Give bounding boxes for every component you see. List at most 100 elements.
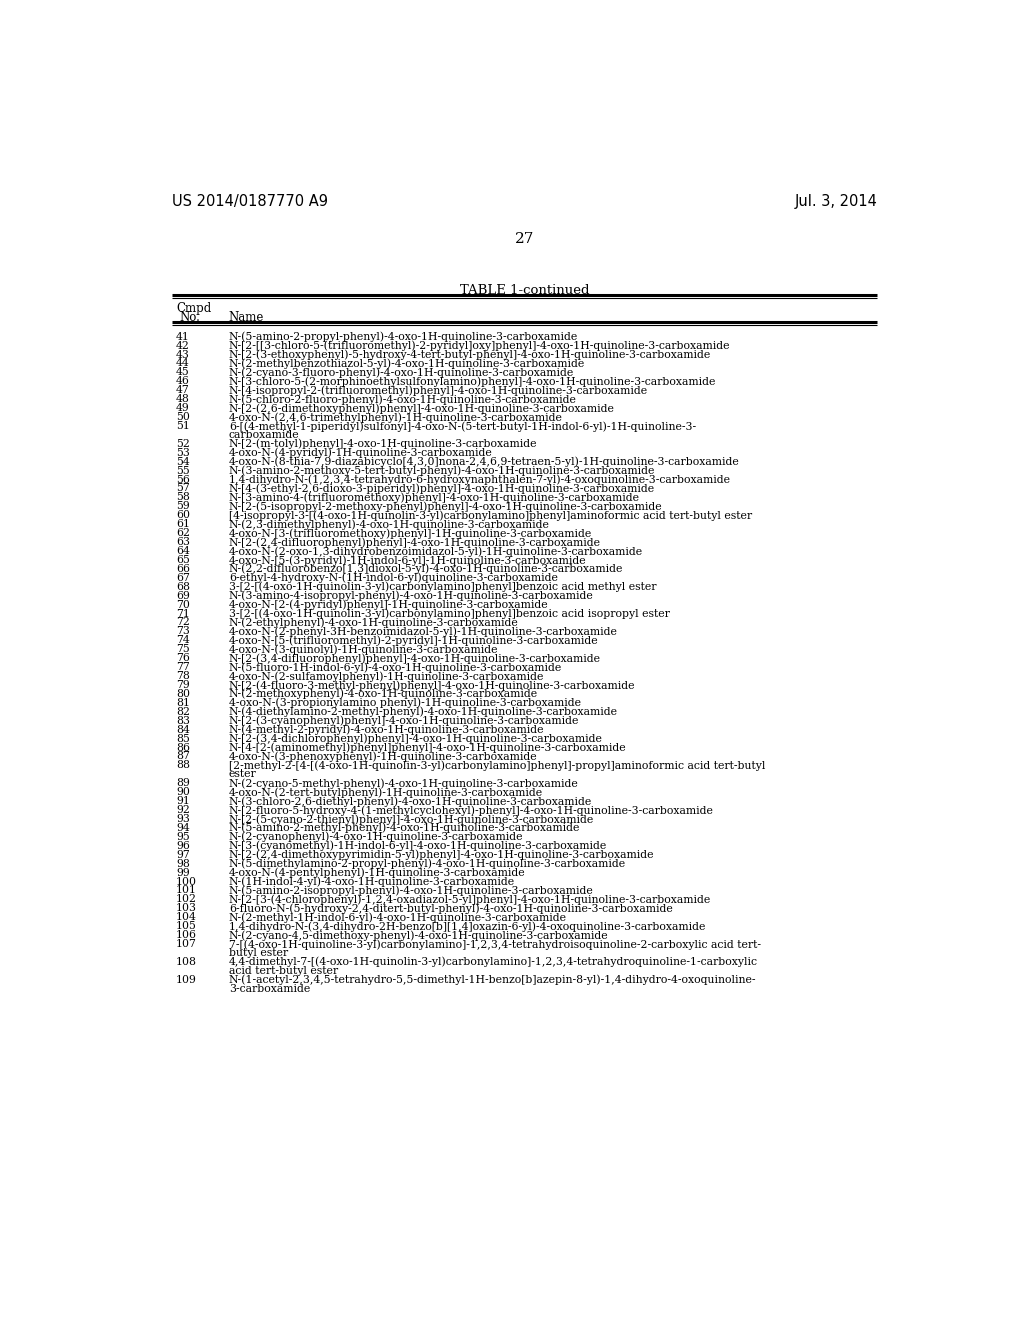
- Text: 4-oxo-N-(2,4,6-trimethylphenyl)-1H-quinoline-3-carboxamide: 4-oxo-N-(2,4,6-trimethylphenyl)-1H-quino…: [228, 412, 562, 422]
- Text: 100: 100: [176, 876, 197, 887]
- Text: N-[2-(5-cyano-2-thienyl)phenyl]-4-oxo-1H-quinoline-3-carboxamide: N-[2-(5-cyano-2-thienyl)phenyl]-4-oxo-1H…: [228, 814, 594, 825]
- Text: 4-oxo-N-(4-pyridyl)-1H-quinoline-3-carboxamide: 4-oxo-N-(4-pyridyl)-1H-quinoline-3-carbo…: [228, 447, 493, 458]
- Text: 3-carboxamide: 3-carboxamide: [228, 983, 310, 994]
- Text: N-[3-(cyanomethyl)-1H-indol-6-yl]-4-oxo-1H-quinoline-3-carboxamide: N-[3-(cyanomethyl)-1H-indol-6-yl]-4-oxo-…: [228, 841, 607, 851]
- Text: 104: 104: [176, 912, 197, 923]
- Text: 66: 66: [176, 564, 190, 574]
- Text: N-[3-amino-4-(trifluoromethoxy)phenyl]-4-oxo-1H-quinoline-3-carboxamide: N-[3-amino-4-(trifluoromethoxy)phenyl]-4…: [228, 492, 640, 503]
- Text: 4-oxo-N-[5-(3-pyridyl)-1H-indol-6-yl]-1H-quinoline-3-carboxamide: 4-oxo-N-[5-(3-pyridyl)-1H-indol-6-yl]-1H…: [228, 554, 587, 565]
- Text: 50: 50: [176, 412, 189, 422]
- Text: 4-oxo-N-(2-tert-butylphenyl)-1H-quinoline-3-carboxamide: 4-oxo-N-(2-tert-butylphenyl)-1H-quinolin…: [228, 787, 543, 797]
- Text: 41: 41: [176, 331, 189, 342]
- Text: 4-oxo-N-[5-(trifluoromethyl)-2-pyridyl]-1H-quinoline-3-carboxamide: 4-oxo-N-[5-(trifluoromethyl)-2-pyridyl]-…: [228, 635, 598, 645]
- Text: carboxamide: carboxamide: [228, 430, 299, 440]
- Text: 51: 51: [176, 421, 189, 430]
- Text: 67: 67: [176, 573, 189, 583]
- Text: 85: 85: [176, 734, 189, 743]
- Text: N-[2-(2,6-dimethoxyphenyl)phenyl]-4-oxo-1H-quinoline-3-carboxamide: N-[2-(2,6-dimethoxyphenyl)phenyl]-4-oxo-…: [228, 403, 614, 413]
- Text: 103: 103: [176, 903, 197, 913]
- Text: 60: 60: [176, 511, 190, 520]
- Text: butyl ester: butyl ester: [228, 948, 288, 958]
- Text: 27: 27: [515, 231, 535, 246]
- Text: N-(5-fluoro-1H-indol-6-yl)-4-oxo-1H-quinoline-3-carboxamide: N-(5-fluoro-1H-indol-6-yl)-4-oxo-1H-quin…: [228, 663, 562, 673]
- Text: N-(2,3-dimethylphenyl)-4-oxo-1H-quinoline-3-carboxamide: N-(2,3-dimethylphenyl)-4-oxo-1H-quinolin…: [228, 519, 550, 529]
- Text: 59: 59: [176, 502, 189, 511]
- Text: 89: 89: [176, 779, 189, 788]
- Text: 4-oxo-N-[2-(4-pyridyl)phenyl]-1H-quinoline-3-carboxamide: 4-oxo-N-[2-(4-pyridyl)phenyl]-1H-quinoli…: [228, 599, 549, 610]
- Text: 102: 102: [176, 895, 197, 904]
- Text: 3-[2-[(4-oxo-1H-quinolin-3-yl)carbonylamino]phenyl]benzoic acid methyl ester: 3-[2-[(4-oxo-1H-quinolin-3-yl)carbonylam…: [228, 582, 656, 593]
- Text: 63: 63: [176, 537, 190, 546]
- Text: 68: 68: [176, 582, 190, 591]
- Text: ester: ester: [228, 770, 256, 779]
- Text: 48: 48: [176, 395, 189, 404]
- Text: N-[3-chloro-5-(2-morphinoethylsulfonylamino)phenyl]-4-oxo-1H-quinoline-3-carboxa: N-[3-chloro-5-(2-morphinoethylsulfonylam…: [228, 376, 716, 387]
- Text: 75: 75: [176, 644, 189, 655]
- Text: 83: 83: [176, 715, 190, 726]
- Text: 88: 88: [176, 760, 190, 771]
- Text: 101: 101: [176, 886, 197, 895]
- Text: acid tert-butyl ester: acid tert-butyl ester: [228, 966, 338, 975]
- Text: N-(4-methyl-2-pyridyl)-4-oxo-1H-quinoline-3-carboxamide: N-(4-methyl-2-pyridyl)-4-oxo-1H-quinolin…: [228, 725, 544, 735]
- Text: N-(5-amino-2-methyl-phenyl)-4-oxo-1H-quinoline-3-carboxamide: N-(5-amino-2-methyl-phenyl)-4-oxo-1H-qui…: [228, 822, 581, 833]
- Text: N-[2-(5-isopropyl-2-methoxy-phenyl)phenyl]-4-oxo-1H-quinoline-3-carboxamide: N-[2-(5-isopropyl-2-methoxy-phenyl)pheny…: [228, 502, 663, 512]
- Text: 69: 69: [176, 590, 189, 601]
- Text: N-(2-cyano-5-methyl-phenyl)-4-oxo-1H-quinoline-3-carboxamide: N-(2-cyano-5-methyl-phenyl)-4-oxo-1H-qui…: [228, 779, 579, 789]
- Text: 94: 94: [176, 822, 189, 833]
- Text: 7-[(4-oxo-1H-quinoline-3-yl)carbonylamino]-1,2,3,4-tetrahydroisoquinoline-2-carb: 7-[(4-oxo-1H-quinoline-3-yl)carbonylamin…: [228, 939, 761, 949]
- Text: N-[4-(3-ethyl-2,6-dioxo-3-piperidyl)phenyl]-4-oxo-1H-quinoline-3-carboxamide: N-[4-(3-ethyl-2,6-dioxo-3-piperidyl)phen…: [228, 483, 655, 494]
- Text: N-(2-cyano-3-fluoro-phenyl)-4-oxo-1H-quinoline-3-carboxamide: N-(2-cyano-3-fluoro-phenyl)-4-oxo-1H-qui…: [228, 367, 574, 378]
- Text: N-(2-cyano-4,5-dimethoxy-phenyl)-4-oxo-1H-quinoline-3-carboxamide: N-(2-cyano-4,5-dimethoxy-phenyl)-4-oxo-1…: [228, 931, 608, 941]
- Text: 87: 87: [176, 751, 189, 762]
- Text: 3-[2-[(4-oxo-1H-quinolin-3-yl)carbonylamino]phenyl]benzoic acid isopropyl ester: 3-[2-[(4-oxo-1H-quinolin-3-yl)carbonylam…: [228, 609, 670, 619]
- Text: 4-oxo-N-(3-propionylamino phenyl)-1H-quinoline-3-carboxamide: 4-oxo-N-(3-propionylamino phenyl)-1H-qui…: [228, 698, 581, 709]
- Text: N-(5-dimethylamino-2-propyl-phenyl)-4-oxo-1H-quinoline-3-carboxamide: N-(5-dimethylamino-2-propyl-phenyl)-4-ox…: [228, 858, 626, 869]
- Text: No.: No.: [179, 312, 200, 323]
- Text: 91: 91: [176, 796, 189, 807]
- Text: [4-isopropyl-3-[(4-oxo-1H-quinolin-3-yl)carbonylamino]phenyl]aminoformic acid te: [4-isopropyl-3-[(4-oxo-1H-quinolin-3-yl)…: [228, 511, 752, 521]
- Text: 4,4-dimethyl-7-[(4-oxo-1H-quinolin-3-yl)carbonylamino]-1,2,3,4-tetrahydroquinoli: 4,4-dimethyl-7-[(4-oxo-1H-quinolin-3-yl)…: [228, 957, 758, 968]
- Text: N-(3-amino-4-isopropyl-phenyl)-4-oxo-1H-quinoline-3-carboxamide: N-(3-amino-4-isopropyl-phenyl)-4-oxo-1H-…: [228, 590, 594, 601]
- Text: [2-methyl-2-[4-[(4-oxo-1H-quinolin-3-yl)carbonylamino]phenyl]-propyl]aminoformic: [2-methyl-2-[4-[(4-oxo-1H-quinolin-3-yl)…: [228, 760, 765, 771]
- Text: N-[2-(3,4-dichlorophenyl)phenyl]-4-oxo-1H-quinoline-3-carboxamide: N-[2-(3,4-dichlorophenyl)phenyl]-4-oxo-1…: [228, 734, 603, 744]
- Text: 56: 56: [176, 475, 189, 484]
- Text: 70: 70: [176, 599, 189, 610]
- Text: 98: 98: [176, 858, 189, 869]
- Text: 81: 81: [176, 698, 190, 708]
- Text: N-[2-(3-ethoxyphenyl)-5-hydroxy-4-tert-butyl-phenyl]-4-oxo-1H-quinoline-3-carbox: N-[2-(3-ethoxyphenyl)-5-hydroxy-4-tert-b…: [228, 350, 711, 360]
- Text: N-(2-ethylphenyl)-4-oxo-1H-quinoline-3-carboxamide: N-(2-ethylphenyl)-4-oxo-1H-quinoline-3-c…: [228, 618, 518, 628]
- Text: N-(1H-indol-4-yl)-4-oxo-1H-quinoline-3-carboxamide: N-(1H-indol-4-yl)-4-oxo-1H-quinoline-3-c…: [228, 876, 515, 887]
- Text: N-(2-methylbenzothiazol-5-yl)-4-oxo-1H-quinoline-3-carboxamide: N-(2-methylbenzothiazol-5-yl)-4-oxo-1H-q…: [228, 359, 585, 370]
- Text: 107: 107: [176, 939, 197, 949]
- Text: 99: 99: [176, 867, 189, 878]
- Text: 109: 109: [176, 974, 197, 985]
- Text: 4-oxo-N-(4-pentylphenyl)-1H-quinoline-3-carboxamide: 4-oxo-N-(4-pentylphenyl)-1H-quinoline-3-…: [228, 867, 525, 878]
- Text: N-[2-(4-fluoro-3-methyl-phenyl)phenyl]-4-oxo-1H-quinoline-3-carboxamide: N-[2-(4-fluoro-3-methyl-phenyl)phenyl]-4…: [228, 680, 635, 690]
- Text: 54: 54: [176, 457, 189, 467]
- Text: 74: 74: [176, 635, 189, 645]
- Text: N-[2-[[3-chloro-5-(trifluoromethyl)-2-pyridyl]oxy]phenyl]-4-oxo-1H-quinoline-3-c: N-[2-[[3-chloro-5-(trifluoromethyl)-2-py…: [228, 341, 730, 351]
- Text: N-(2-methoxyphenyl)-4-oxo-1H-quinoline-3-carboxamide: N-(2-methoxyphenyl)-4-oxo-1H-quinoline-3…: [228, 689, 538, 700]
- Text: 73: 73: [176, 627, 189, 636]
- Text: 47: 47: [176, 385, 189, 395]
- Text: 4-oxo-N-(2-oxo-1,3-dihydrobenzoimidazol-5-yl)-1H-quinoline-3-carboxamide: 4-oxo-N-(2-oxo-1,3-dihydrobenzoimidazol-…: [228, 546, 643, 557]
- Text: N-(5-amino-2-propyl-phenyl)-4-oxo-1H-quinoline-3-carboxamide: N-(5-amino-2-propyl-phenyl)-4-oxo-1H-qui…: [228, 331, 578, 342]
- Text: N-[2-(3-cyanophenyl)phenyl]-4-oxo-1H-quinoline-3-carboxamide: N-[2-(3-cyanophenyl)phenyl]-4-oxo-1H-qui…: [228, 715, 580, 726]
- Text: N-[2-(2,4-dimethoxypyrimidin-5-yl)phenyl]-4-oxo-1H-quinoline-3-carboxamide: N-[2-(2,4-dimethoxypyrimidin-5-yl)phenyl…: [228, 850, 654, 861]
- Text: 80: 80: [176, 689, 190, 698]
- Text: N-(1-acetyl-2,3,4,5-tetrahydro-5,5-dimethyl-1H-benzo[b]azepin-8-yl)-1,4-dihydro-: N-(1-acetyl-2,3,4,5-tetrahydro-5,5-dimet…: [228, 974, 757, 985]
- Text: Jul. 3, 2014: Jul. 3, 2014: [795, 194, 878, 209]
- Text: 6-[(4-methyl-1-piperidyl)sulfonyl]-4-oxo-N-(5-tert-butyl-1H-indol-6-yl)-1H-quino: 6-[(4-methyl-1-piperidyl)sulfonyl]-4-oxo…: [228, 421, 696, 432]
- Text: N-[4-[2-(aminomethyl)phenyl]phenyl]-4-oxo-1H-quinoline-3-carboxamide: N-[4-[2-(aminomethyl)phenyl]phenyl]-4-ox…: [228, 743, 627, 754]
- Text: N-[4-isopropyl-2-(trifluoromethyl)phenyl]-4-oxo-1H-quinoline-3-carboxamide: N-[4-isopropyl-2-(trifluoromethyl)phenyl…: [228, 385, 648, 396]
- Text: 82: 82: [176, 706, 190, 717]
- Text: 53: 53: [176, 447, 189, 458]
- Text: 93: 93: [176, 814, 189, 824]
- Text: 4-oxo-N-[3-(trifluoromethoxy)phenyl]-1H-quinoline-3-carboxamide: 4-oxo-N-[3-(trifluoromethoxy)phenyl]-1H-…: [228, 528, 592, 539]
- Text: 4-oxo-N-(3-quinolyl)-1H-quinoline-3-carboxamide: 4-oxo-N-(3-quinolyl)-1H-quinoline-3-carb…: [228, 644, 499, 655]
- Text: N-[2-(3,4-difluorophenyl)phenyl]-4-oxo-1H-quinoline-3-carboxamide: N-[2-(3,4-difluorophenyl)phenyl]-4-oxo-1…: [228, 653, 601, 664]
- Text: 4-oxo-N-(2-sulfamoylphenyl)-1H-quinoline-3-carboxamide: 4-oxo-N-(2-sulfamoylphenyl)-1H-quinoline…: [228, 671, 544, 681]
- Text: 106: 106: [176, 931, 197, 940]
- Text: 92: 92: [176, 805, 189, 814]
- Text: 49: 49: [176, 403, 189, 413]
